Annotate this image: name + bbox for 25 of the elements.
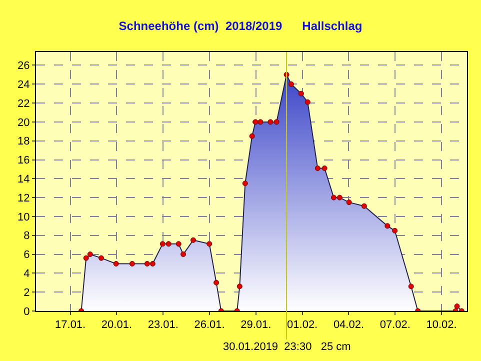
y-tick-label: 10 bbox=[18, 211, 30, 224]
x-tick-label: 10.02. bbox=[426, 319, 457, 332]
y-tick-label: 26 bbox=[18, 60, 30, 72]
y-tick-label: 6 bbox=[24, 249, 30, 262]
ref-line-label: 30.01.2019 23:30 25 cm bbox=[223, 341, 351, 353]
x-tick-label: 07.02. bbox=[380, 319, 410, 332]
y-tick-label: 24 bbox=[18, 78, 30, 91]
x-tick-label: 17.01. bbox=[55, 319, 86, 332]
x-tick-label: 04.02. bbox=[333, 319, 364, 332]
x-tick-label: 26.01. bbox=[194, 319, 225, 332]
x-tick-label: 29.01. bbox=[240, 319, 272, 332]
y-tick-label: 18 bbox=[18, 136, 30, 148]
y-tick-label: 0 bbox=[24, 306, 30, 318]
y-tick-label: 8 bbox=[24, 230, 30, 242]
y-tick-label: 4 bbox=[24, 268, 30, 280]
chart-title: Schneehöhe (cm) 2018/2019 Hallschlag bbox=[118, 19, 362, 34]
x-tick-label: 20.01. bbox=[101, 319, 132, 332]
y-tick-label: 12 bbox=[18, 192, 30, 204]
y-tick-label: 2 bbox=[24, 286, 30, 299]
x-tick-label: 23.01. bbox=[148, 319, 178, 332]
y-tick-label: 14 bbox=[18, 174, 30, 186]
y-tick-label: 16 bbox=[18, 154, 30, 167]
y-tick-label: 20 bbox=[18, 116, 30, 129]
x-tick-label: 01.02. bbox=[287, 319, 318, 332]
y-tick-label: 22 bbox=[18, 98, 30, 110]
